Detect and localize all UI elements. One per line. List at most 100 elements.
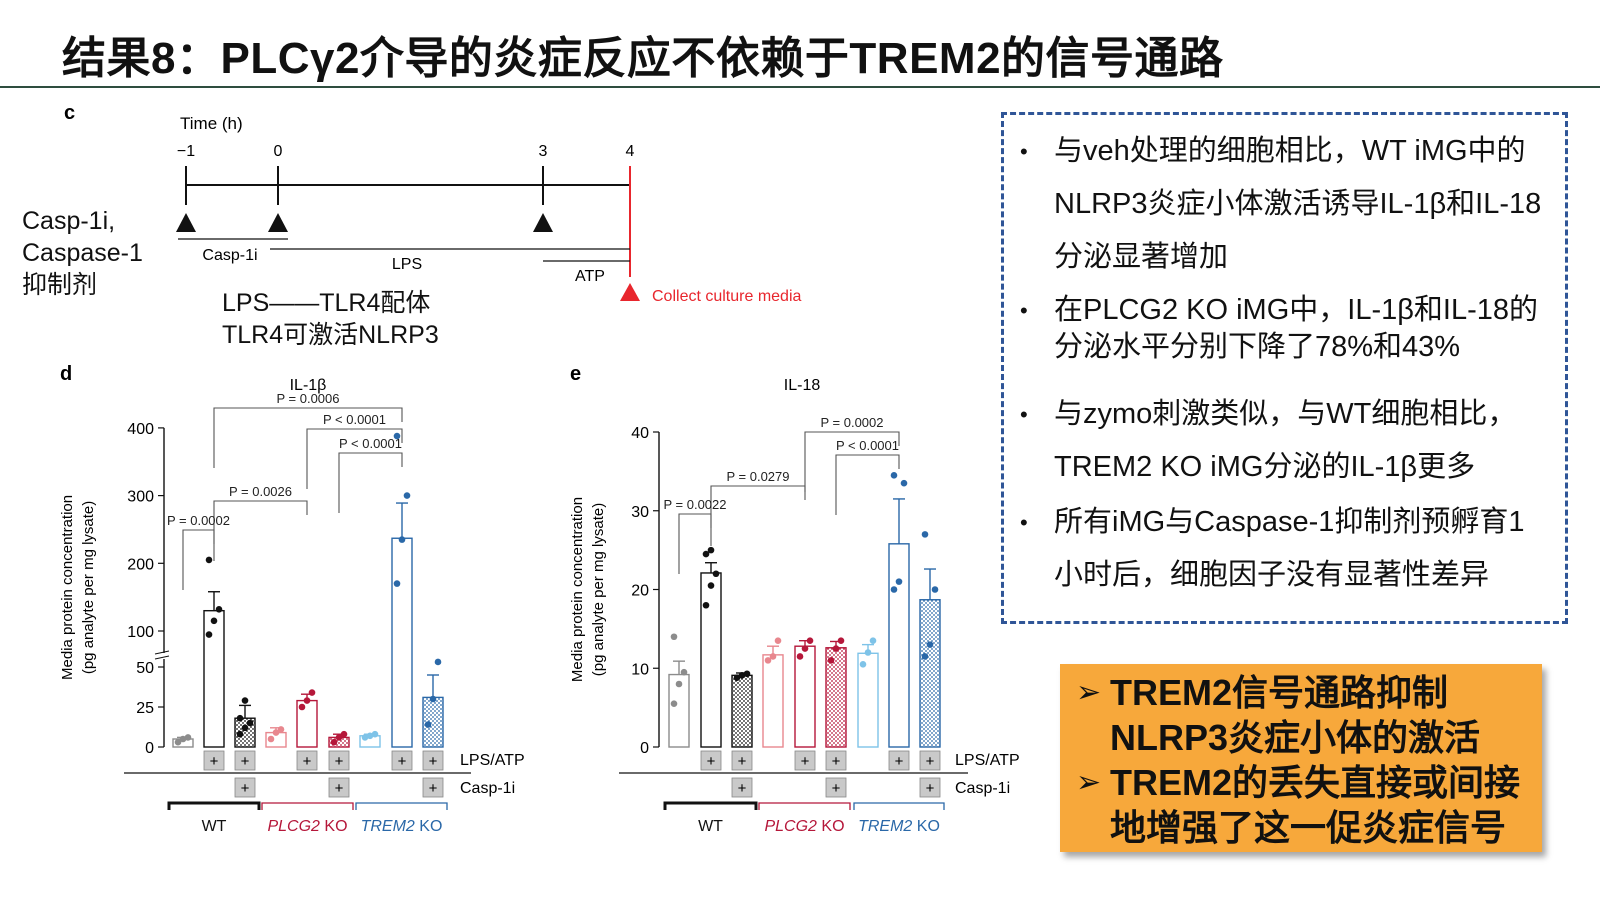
data-point bbox=[859, 661, 867, 668]
row-label-casp1i: Casp-1i bbox=[955, 780, 1010, 797]
row-label-lps-atp: LPS/ATP bbox=[460, 752, 525, 769]
timeline-tick-label: 4 bbox=[626, 143, 635, 160]
arrow-bullet-icon: ➢ bbox=[1076, 676, 1102, 709]
y-axis-label: Media protein concentration bbox=[569, 497, 586, 682]
data-point bbox=[393, 432, 401, 440]
y-tick-label: 300 bbox=[127, 489, 154, 506]
findings-box: • 与veh处理的细胞相比，WT iMG中的 NLRP3炎症小体激活诱导IL-1… bbox=[1001, 112, 1568, 624]
side-label-line: 抑制剂 bbox=[22, 271, 98, 299]
bullet-icon: • bbox=[1020, 298, 1028, 323]
data-point bbox=[670, 700, 678, 707]
y-axis-label: Media protein concentration bbox=[59, 495, 76, 680]
data-point bbox=[179, 735, 187, 743]
finding-line: 与veh处理的细胞相比，WT iMG中的 bbox=[1054, 135, 1526, 167]
bar bbox=[919, 599, 941, 748]
plus-sign: + bbox=[926, 780, 935, 797]
data-point bbox=[303, 697, 311, 704]
group-bracket bbox=[853, 802, 945, 810]
plus-sign: + bbox=[895, 753, 904, 770]
data-point bbox=[733, 674, 741, 681]
group-bracket bbox=[663, 801, 758, 810]
data-point bbox=[702, 550, 710, 558]
panel-letter: d bbox=[60, 363, 72, 385]
plus-box bbox=[919, 750, 941, 771]
y-axis-label: (pg analyte per mg lysate) bbox=[80, 501, 97, 674]
p-value-label: P = 0.0002 bbox=[167, 513, 230, 528]
plus-sign: + bbox=[335, 780, 344, 797]
group-label: PLCG2 KO bbox=[764, 818, 844, 835]
data-point bbox=[680, 668, 688, 676]
row-label-casp1i: Casp-1i bbox=[460, 780, 515, 797]
group-bracket bbox=[261, 802, 354, 810]
plus-box bbox=[794, 750, 816, 771]
y-tick-label: 0 bbox=[640, 740, 649, 757]
data-point bbox=[210, 617, 218, 625]
y-tick-label: 100 bbox=[127, 624, 154, 641]
arrow-bullet-icon: ➢ bbox=[1076, 766, 1102, 799]
axis-break bbox=[155, 653, 169, 659]
casp1-inhibitor-label: Casp-1i, Caspase-1 抑制剂 bbox=[22, 205, 143, 301]
timeline-axis-title: Time (h) bbox=[180, 114, 243, 133]
data-point bbox=[308, 689, 316, 696]
data-point bbox=[272, 729, 280, 736]
data-point bbox=[926, 641, 934, 648]
data-point bbox=[921, 531, 929, 538]
data-point bbox=[236, 730, 244, 738]
data-point bbox=[424, 721, 432, 728]
group-label-italic: PLCG2 bbox=[764, 818, 817, 835]
page-title: 结果8：PLCγ2介导的炎症反应不依赖于TREM2的信号通路 bbox=[62, 34, 1224, 83]
data-point bbox=[796, 653, 804, 660]
plus-box bbox=[825, 777, 847, 798]
data-point bbox=[707, 582, 715, 589]
group-label-rest: KO bbox=[320, 818, 348, 835]
significance-bracket bbox=[835, 454, 900, 515]
plus-box bbox=[825, 750, 847, 771]
significance-bracket bbox=[213, 500, 308, 561]
summary-row: ➢ TREM2的丢失直接或间接 地增强了这一促炎症信号 bbox=[1076, 760, 1532, 850]
data-point bbox=[707, 546, 715, 554]
axis-break-mark bbox=[154, 655, 170, 660]
timeline-tick-label: −1 bbox=[177, 143, 195, 160]
row-label-lps-atp: LPS/ATP bbox=[955, 752, 1020, 769]
summary-line: NLRP3炎症小体的激活 bbox=[1110, 717, 1481, 758]
finding-line: 在PLCG2 KO iMG中，IL-1β和IL-18的 bbox=[1054, 294, 1539, 326]
significance-bracket bbox=[804, 431, 900, 492]
plus-box bbox=[888, 750, 910, 771]
data-point bbox=[931, 586, 939, 593]
timeline-tick-label: 0 bbox=[274, 143, 283, 160]
chart-title: IL-1β bbox=[290, 377, 327, 394]
side-label-line: Casp-1i, bbox=[22, 207, 116, 235]
p-value-label: P = 0.0026 bbox=[229, 484, 292, 499]
data-point bbox=[236, 714, 244, 722]
plus-sign: + bbox=[210, 753, 219, 770]
plus-sign: + bbox=[738, 753, 747, 770]
collect-media-label: Collect culture media bbox=[652, 288, 802, 305]
p-value-label: P = 0.0006 bbox=[276, 391, 339, 406]
plus-box bbox=[234, 750, 256, 771]
data-point bbox=[738, 672, 746, 679]
finding-item: • 与veh处理的细胞相比，WT iMG中的 NLRP3炎症小体激活诱导IL-1… bbox=[1018, 125, 1551, 284]
data-point bbox=[806, 637, 814, 644]
group-label: PLCG2 KO bbox=[267, 818, 347, 835]
y-tick-label: 200 bbox=[127, 556, 154, 573]
plus-box bbox=[731, 750, 753, 771]
summary-row: ➢ TREM2信号通路抑制 NLRP3炎症小体的激活 bbox=[1076, 670, 1532, 760]
plus-sign: + bbox=[832, 780, 841, 797]
panel-letter: c bbox=[64, 102, 75, 124]
group-label-italic: TREM2 bbox=[361, 818, 415, 835]
finding-line: 小时后，细胞因子没有显著性差异 bbox=[1054, 559, 1490, 591]
chart-title: IL-18 bbox=[784, 377, 821, 394]
data-point bbox=[832, 645, 840, 652]
plus-box bbox=[422, 777, 444, 798]
il1b-bar-chart: d IL-1β Media protein concentration (pg ana… bbox=[59, 363, 525, 835]
plus-box bbox=[328, 777, 350, 798]
group-label-rest: KO bbox=[912, 818, 940, 835]
group-bracket bbox=[167, 801, 261, 810]
bar bbox=[203, 609, 225, 748]
summary-line: TREM2信号通路抑制 bbox=[1110, 672, 1449, 713]
p-value-label: P < 0.0001 bbox=[836, 438, 899, 453]
group-label: TREM2 KO bbox=[858, 818, 940, 835]
treatment-triangle-icon bbox=[533, 213, 553, 232]
data-point bbox=[801, 645, 809, 652]
p-value-label: P < 0.0001 bbox=[339, 436, 402, 451]
